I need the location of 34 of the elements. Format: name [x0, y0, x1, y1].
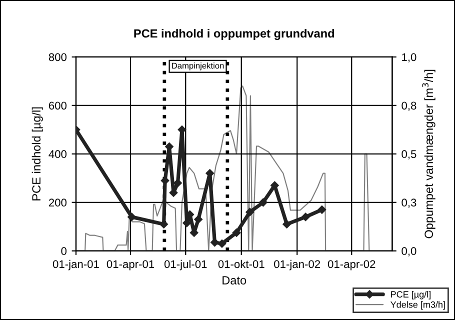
point [259, 198, 268, 207]
x-axis-title: Dato [222, 276, 246, 284]
y2-tick-label: 0,3 [402, 198, 416, 208]
point [218, 239, 226, 248]
y-tick-label: 400 [48, 150, 67, 158]
point [128, 212, 136, 222]
x-tick-label: 01-jan-01 [52, 260, 99, 270]
legend-label: Ydelse [m3/h] [390, 301, 445, 310]
legend-label: PCE [µg/l] [391, 290, 430, 300]
y-tick-label: 600 [48, 102, 67, 110]
y2-axis-title: Oppumpet vandmængder [m$^{3}$/h] [422, 70, 436, 238]
chart-title: PCE indhold i oppumpet grundvand [134, 28, 334, 40]
y2-tick-label: 1,0 [402, 53, 416, 62]
point [160, 220, 168, 228]
y-axis-title: PCE indhold [µg/l] [32, 107, 43, 200]
ref-line-label: Dampinjektion [172, 62, 224, 70]
x-tick-label: 01-apr-02 [328, 260, 376, 270]
y-tick-label: 200 [48, 198, 67, 207]
x-tick-label: 01-okt-01 [218, 260, 264, 268]
point [318, 206, 326, 214]
y-tick-label: 800 [48, 53, 67, 62]
y2-tick-label: 0,5 [402, 150, 416, 160]
y2-tick-label: 0,0 [402, 247, 416, 256]
y2-tick-label: 0,8 [402, 102, 416, 111]
point [232, 228, 241, 237]
point [301, 212, 310, 222]
point [194, 215, 202, 224]
y-tick-label: 0 [61, 247, 67, 256]
x-tick-label: 01-apr-01 [106, 260, 154, 270]
x-tick-label: 01-jul-01 [164, 260, 207, 270]
point [210, 238, 219, 247]
point [246, 208, 254, 216]
point [282, 220, 291, 228]
x-tick-label: 01-jan-02 [274, 260, 320, 270]
